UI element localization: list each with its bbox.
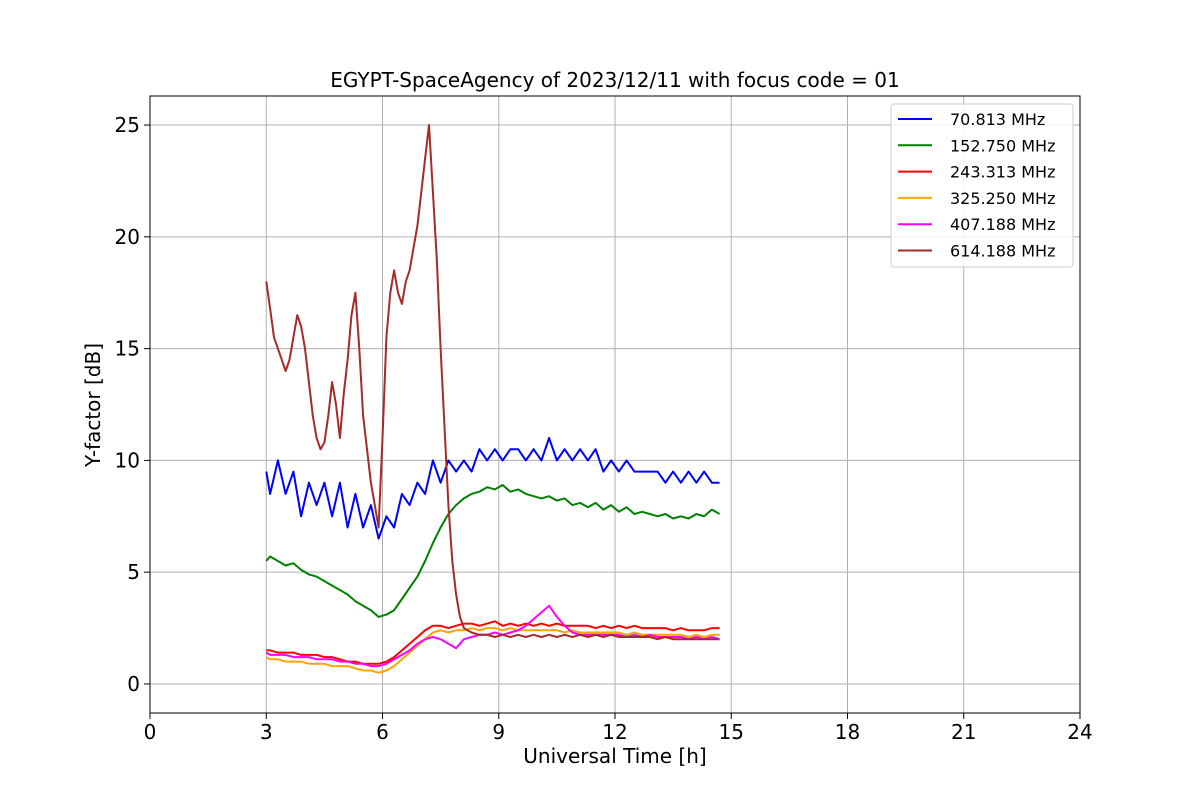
legend-items: 70.813 MHz 152.750 MHz 243.313 MHz 325.250 … — [898, 110, 1055, 261]
legend-label-4: 407.188 MHz — [950, 215, 1055, 234]
series-line-1 — [265, 484, 721, 618]
x-tick-label: 3 — [260, 720, 273, 744]
legend-label-1: 152.750 MHz — [950, 136, 1055, 155]
x-tick-label: 6 — [376, 720, 389, 744]
y-tick-label: 10 — [115, 448, 140, 472]
series-lines — [265, 124, 721, 674]
x-tick-label: 12 — [602, 720, 627, 744]
legend-box — [890, 103, 1074, 268]
chart-title: EGYPT-SpaceAgency of 2023/12/11 with foc… — [330, 68, 899, 92]
legend-label-0: 70.813 MHz — [950, 110, 1045, 129]
series-line-0 — [265, 437, 720, 540]
legend-label-5: 614.188 MHz — [950, 242, 1055, 261]
y-axis-ticks: 0 5 10 15 20 25 — [115, 113, 150, 696]
legend: 70.813 MHz 152.750 MHz 243.313 MHz 325.250 … — [890, 103, 1074, 268]
x-tick-label: 18 — [835, 720, 860, 744]
series-line-3 — [265, 627, 720, 674]
series-line-5 — [265, 124, 720, 641]
series-line-2 — [266, 620, 720, 665]
x-tick-label: 15 — [719, 720, 744, 744]
y-tick-label: 25 — [115, 113, 140, 137]
legend-label-3: 325.250 MHz — [950, 189, 1055, 208]
legend-label-2: 243.313 MHz — [950, 163, 1055, 182]
y-tick-label: 15 — [115, 337, 140, 361]
x-tick-label: 24 — [1067, 720, 1092, 744]
y-axis-label: Y-factor [dB] — [81, 343, 105, 468]
x-axis-label: Universal Time [h] — [523, 744, 706, 768]
y-tick-label: 5 — [127, 560, 140, 584]
x-axis-ticks: 0 3 6 9 12 15 18 21 24 — [144, 713, 1093, 744]
y-tick-label: 0 — [127, 672, 140, 696]
x-tick-label: 0 — [144, 720, 157, 744]
y-tick-label: 20 — [115, 225, 140, 249]
x-tick-label: 21 — [951, 720, 976, 744]
x-tick-label: 9 — [492, 720, 505, 744]
